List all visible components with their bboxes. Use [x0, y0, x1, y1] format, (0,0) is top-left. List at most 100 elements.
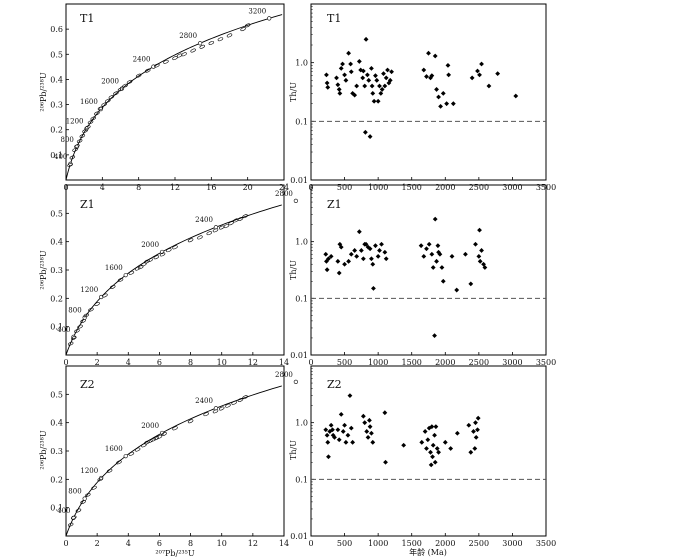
age-label: 800 [61, 136, 74, 144]
data-point [477, 72, 482, 78]
data-point [369, 65, 374, 71]
age-label: 2800 [275, 190, 293, 198]
analysis-ellipse [134, 266, 141, 271]
data-point [354, 83, 360, 89]
data-point [360, 256, 366, 262]
analysis-ellipse [109, 285, 116, 289]
data-point [468, 449, 474, 455]
y-tick-label: 0.3 [50, 266, 63, 275]
data-point [340, 429, 346, 434]
y-tick-label: 0.2 [50, 475, 63, 484]
data-point [377, 248, 382, 253]
analysis-ellipse [150, 437, 156, 442]
x-tick-label: 2500 [469, 183, 489, 192]
data-point [348, 69, 354, 75]
analysis-ellipse [97, 477, 103, 482]
y-tick-label: 0.1 [50, 504, 63, 513]
age-label: 1200 [80, 467, 98, 475]
analysis-ellipse [144, 440, 150, 445]
data-point [421, 67, 427, 73]
age-label: 400 [54, 153, 67, 161]
y-tick-label: 0.4 [50, 75, 63, 84]
age-label: 1200 [80, 286, 98, 294]
age-label: 2400 [133, 56, 151, 64]
age-label: 2800 [275, 371, 293, 379]
panel-label-t1-thu: T1 [327, 12, 341, 25]
x-tick-label: 0 [63, 358, 68, 367]
analysis-ellipse [212, 228, 219, 233]
analysis-ellipse [187, 419, 194, 424]
analysis-ellipse [79, 134, 86, 138]
data-point [348, 61, 354, 67]
data-point [432, 216, 438, 222]
data-point [335, 82, 341, 88]
x-tick-label: 3000 [502, 358, 522, 367]
x-tick-label: 12 [248, 539, 258, 548]
data-point [379, 87, 385, 92]
data-point [432, 53, 438, 59]
thu-panel-t1: T1 [310, 3, 547, 181]
analysis-ellipse [163, 59, 169, 64]
x-tick-label: 2000 [435, 539, 455, 548]
y-tick-label: 0.01 [290, 532, 308, 541]
data-point [336, 87, 342, 92]
plot-layer: 0 4 8 12 16 20 240.10.20.30.40.50.640080012001… [50, 6, 556, 548]
analysis-ellipse [159, 252, 166, 257]
age-label: 2000 [141, 241, 159, 249]
analysis-ellipse [94, 302, 100, 306]
analysis-ellipse [231, 400, 237, 405]
analysis-ellipse [225, 403, 231, 408]
data-point [371, 285, 376, 291]
thu-panel-z2: Z2 [310, 365, 547, 537]
data-point [429, 73, 435, 79]
data-point [374, 77, 380, 83]
analysis-ellipse [67, 163, 73, 167]
analysis-ellipse [85, 125, 91, 130]
analysis-ellipse [135, 73, 142, 78]
data-point [363, 36, 369, 42]
data-point [448, 446, 454, 451]
data-point [430, 442, 436, 448]
data-point [445, 62, 451, 68]
y-tick-label: 0.4 [50, 419, 63, 428]
data-point [433, 424, 439, 430]
concordia-panel-z2: Z2 [65, 365, 285, 537]
x-tick-label: 1000 [368, 358, 388, 367]
data-point [346, 258, 351, 264]
data-point [343, 77, 349, 83]
data-point [435, 243, 441, 249]
data-point [358, 248, 364, 253]
data-point [428, 449, 433, 455]
y-tick-label: 0.2 [50, 126, 63, 135]
data-point [387, 77, 393, 83]
analysis-ellipse [172, 245, 178, 250]
y-tick-label: 0.4 [50, 238, 63, 247]
analysis-ellipse [85, 493, 91, 497]
age-label: 3200 [248, 7, 266, 15]
data-point [324, 432, 330, 438]
analysis-ellipse [105, 98, 111, 103]
data-point [436, 449, 441, 455]
data-point [468, 281, 474, 287]
data-point [335, 258, 341, 264]
data-point [382, 83, 388, 89]
analysis-ellipse [147, 439, 153, 443]
thu-ylabel-z1: Th/U [289, 260, 298, 280]
analysis-ellipse [102, 293, 108, 298]
data-point [401, 442, 407, 448]
data-point [475, 415, 481, 421]
data-point [430, 454, 435, 460]
x-tick-label: 1000 [368, 183, 388, 192]
age-marker [293, 379, 298, 384]
data-point [365, 72, 370, 78]
data-point [347, 393, 353, 399]
age-label: 1600 [80, 98, 98, 106]
data-point [356, 59, 362, 64]
x-tick-label: 24 [279, 183, 289, 192]
data-point [364, 429, 370, 434]
analysis-ellipse [74, 144, 80, 148]
analysis-ellipse [218, 406, 225, 411]
data-point [482, 265, 488, 270]
concordia-curve [65, 385, 282, 537]
data-point [513, 93, 519, 99]
